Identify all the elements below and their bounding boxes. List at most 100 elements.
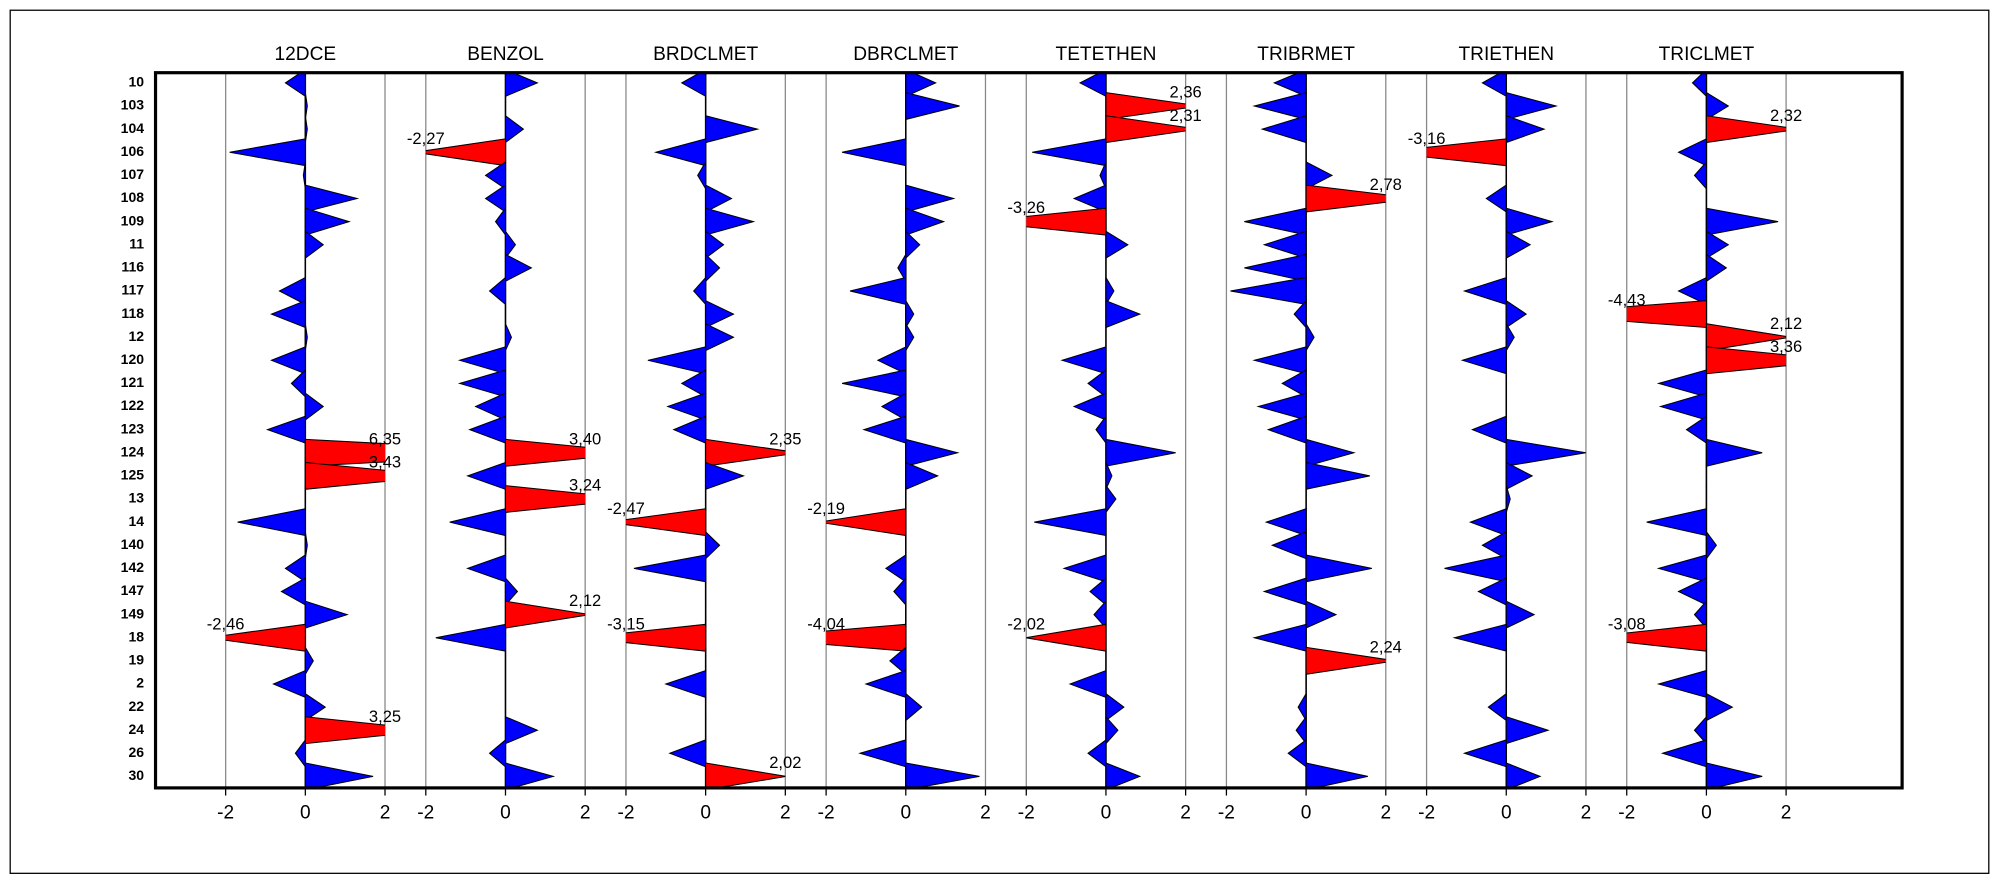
spike <box>1026 207 1107 236</box>
x-tick-label: -2 <box>617 802 634 823</box>
spike <box>1105 762 1142 788</box>
spike <box>504 600 586 629</box>
y-tick-label: 103 <box>121 97 145 113</box>
spike <box>1705 323 1787 352</box>
spike <box>1093 599 1107 630</box>
spike <box>1656 369 1707 398</box>
y-tick-label: 117 <box>121 282 144 298</box>
spike <box>1505 600 1536 629</box>
spike <box>304 461 386 490</box>
x-tick-label: 2 <box>380 802 391 823</box>
spike <box>1293 299 1307 329</box>
spike <box>1481 530 1507 560</box>
spike <box>1252 346 1307 375</box>
spike <box>705 530 721 560</box>
value-label: -2,47 <box>607 499 645 518</box>
spike <box>304 184 360 213</box>
y-tick-label: 14 <box>128 513 144 529</box>
spike <box>1468 507 1507 537</box>
spike <box>1677 276 1707 306</box>
spike <box>272 669 306 699</box>
x-tick-label: -2 <box>1618 802 1635 823</box>
spike <box>504 716 539 745</box>
value-label: 2,32 <box>1770 106 1802 125</box>
spike <box>705 115 760 144</box>
y-tick-label: 12 <box>128 328 144 344</box>
spike <box>504 72 539 98</box>
spike <box>1471 415 1507 444</box>
spike <box>1072 392 1107 421</box>
spike <box>284 72 306 98</box>
y-tick-label: 104 <box>121 120 145 136</box>
panel-spikes <box>425 72 586 788</box>
spike <box>504 485 586 513</box>
panel-spikes <box>1230 72 1386 788</box>
spike <box>1270 531 1307 560</box>
spike <box>488 738 506 768</box>
value-label: -3,26 <box>1007 198 1045 217</box>
spike <box>1626 300 1707 329</box>
spike <box>290 368 306 399</box>
y-tick-label: 24 <box>128 721 144 737</box>
y-tick-label: 19 <box>128 652 144 668</box>
spike <box>304 92 308 120</box>
spike <box>1658 392 1707 421</box>
value-label: 3,24 <box>569 476 601 495</box>
x-tick-label: -2 <box>217 802 234 823</box>
spike <box>466 461 506 491</box>
y-tick-label: 147 <box>121 582 145 598</box>
spike <box>1260 115 1307 144</box>
spike <box>449 508 506 537</box>
spike <box>284 554 306 583</box>
value-label: 2,02 <box>769 753 801 772</box>
spike <box>484 161 506 190</box>
spike <box>270 346 306 375</box>
spike <box>1487 692 1507 722</box>
value-label: 3,43 <box>369 453 401 472</box>
spike <box>1693 599 1707 630</box>
value-label: -2,46 <box>207 614 245 633</box>
spike <box>1105 115 1186 144</box>
panel-spikes <box>225 72 386 788</box>
y-tick-label: 149 <box>121 605 145 621</box>
spike <box>1252 91 1307 121</box>
y-tick-label: 142 <box>121 559 145 575</box>
spike <box>1505 115 1546 144</box>
spike <box>1105 462 1113 490</box>
spike <box>1426 138 1507 167</box>
value-label: -4,04 <box>807 614 845 633</box>
spike <box>1105 438 1176 467</box>
value-label: 3,40 <box>569 429 601 448</box>
spike <box>705 322 735 352</box>
spike <box>1305 161 1334 190</box>
spike <box>304 600 349 629</box>
spike <box>1105 299 1142 329</box>
spike <box>304 716 386 745</box>
spike <box>905 207 946 236</box>
spike <box>302 161 306 189</box>
spike <box>304 645 314 677</box>
x-tick-label: 0 <box>500 802 511 823</box>
spike <box>680 72 707 98</box>
value-label: 2,78 <box>1370 175 1402 194</box>
y-tick-label: 122 <box>121 397 145 413</box>
x-tick-label: 2 <box>1180 802 1191 823</box>
spike <box>1305 554 1372 583</box>
spike <box>1505 321 1515 353</box>
spike <box>1105 92 1186 121</box>
x-tick-label: 0 <box>300 802 311 823</box>
spike <box>1705 438 1763 467</box>
spike <box>1078 72 1107 98</box>
spike <box>504 576 519 607</box>
spike <box>304 115 308 143</box>
value-label: 6,35 <box>369 429 401 448</box>
spike <box>1646 508 1707 537</box>
spike <box>1244 253 1307 282</box>
spike <box>693 276 707 306</box>
spike <box>880 392 907 421</box>
x-tick-label: 0 <box>900 802 911 823</box>
spike <box>1626 623 1707 652</box>
spike <box>705 253 721 283</box>
spike <box>1305 646 1386 675</box>
spike <box>905 230 921 260</box>
